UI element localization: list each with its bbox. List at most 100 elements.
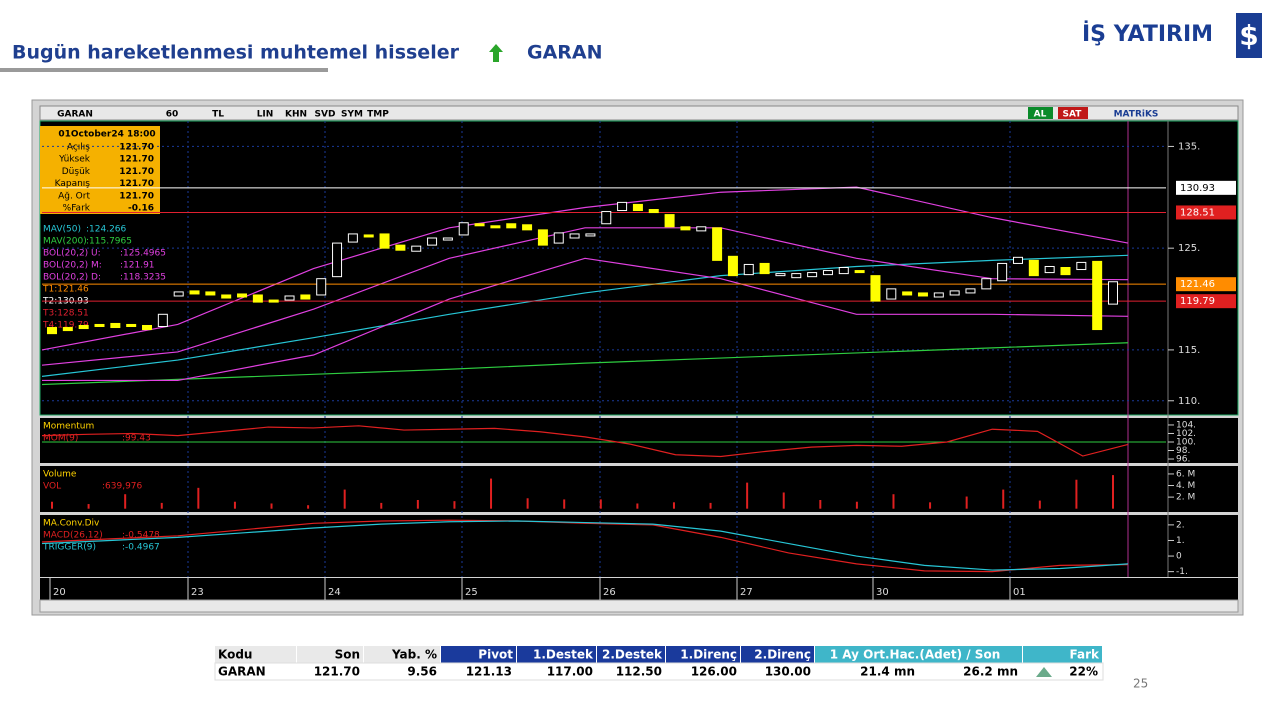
legend-value: :118.3235 [120,273,166,283]
y-tick-label: 96. [1176,455,1190,465]
indicator-line [41,425,1129,458]
legend-label: MACD(26,12) [43,531,103,541]
date-label: 27 [740,587,753,598]
info-label: Düşük [62,167,91,177]
level-legend: T3:128.51 [42,309,89,319]
candle-body [1044,265,1055,274]
legend-label: MAV(50) [43,225,81,235]
table-cell: 22% [1069,665,1098,679]
info-value: 121.70 [119,143,154,153]
table-header: 1.Destek [533,648,594,662]
candle-body [363,234,374,238]
table-cell: GARAN [218,665,266,679]
candle-body [680,226,691,231]
toolbar-item: LIN [257,110,274,120]
candle-body [490,225,501,229]
stock: GARAN [527,42,603,64]
table-header-cell [597,646,665,663]
y-tick-label: 104. [1176,420,1196,430]
candle-body [664,214,675,228]
table-header-cell [297,646,363,663]
y-tick-label: 6. M [1176,469,1195,479]
table-cell: 26.2 mn [963,665,1018,679]
title: Bugün hareketlenmesi muhtemel hisseler [12,42,460,64]
candle-body [268,299,279,303]
overlay-line [41,342,1129,386]
legend-value: :99.43 [122,434,151,444]
candle-body [933,292,944,298]
toolbar-item: GARAN [57,110,93,120]
candle-body [411,245,422,252]
table-header: 1 Ay Ort.Hac.(Adet) / Son [830,648,1001,662]
toolbar-item: SVD [315,110,336,120]
table-row [214,662,1104,681]
y-tick-label: 98. [1176,446,1190,456]
table-header: Fark [1070,648,1101,662]
candle-body [458,222,469,236]
date-label: 23 [191,587,204,598]
info-label: %Fark [63,204,91,214]
candle-body [379,233,390,249]
candle-body [822,270,833,276]
level-box [1176,294,1236,309]
legend-label: BOL(20,2) D: [43,273,101,283]
level-box-label: 119.79 [1180,296,1215,307]
candle-body [553,232,564,244]
candle-body [585,233,596,237]
legend-label: BOL(20,2) U: [43,249,101,259]
up-arrow [489,44,503,62]
candle-body [157,313,168,328]
table-header: 2.Direnç [754,648,811,662]
candle-body [648,209,659,214]
table-header-cell [1023,646,1102,663]
candle-body [617,201,628,212]
y-tick-label: 0 [1176,552,1182,562]
candle-body [1060,267,1071,276]
date-label: 25 [465,587,478,598]
level-legend: T4:119.79 [42,321,89,331]
legend-value: :639,976 [102,482,143,492]
indicator-line [41,520,1129,571]
table-cell: 21.4 mn [860,665,915,679]
level-box [1176,205,1236,220]
y-tick-label: 125. [1178,243,1200,254]
level-legend: T1:121.46 [42,285,89,295]
toolbar-item: 60 [166,110,179,120]
table-header: Pivot [478,648,513,662]
legend-label: TRIGGER(9) [42,543,96,553]
overlay-line [41,227,1129,366]
scrollbar[interactable] [39,599,1239,613]
date-label: 30 [876,587,889,598]
toolbar-item: TMP [367,110,389,120]
candle-body [917,292,928,297]
candle-body [1076,261,1087,271]
macd-panel [40,515,1238,577]
page-number: 25 [1133,677,1148,691]
candle-body [569,233,580,239]
date-label: 20 [53,587,66,598]
candle-body [189,290,200,295]
toolbar [39,105,1239,121]
table-header: Kodu [218,648,252,662]
candle-body [427,237,438,246]
toolbar-item: MATRiKS [1114,110,1159,120]
y-tick-label: 102. [1176,429,1196,439]
candle-body [1028,259,1039,277]
info-box [40,126,160,214]
indicator-line [41,519,1129,573]
legend-label: MAV(200) [43,237,87,247]
overlay-line [41,254,1129,377]
y-tick-label: 110. [1178,396,1200,407]
info-value: 121.70 [119,167,154,177]
level-box-label: 128.51 [1180,207,1215,218]
table-header-cell [215,646,296,663]
legend-value: :125.4965 [120,249,166,259]
candle-body [537,229,548,246]
candle-body [110,322,121,329]
level-box-label: 130.93 [1180,183,1215,194]
legend-value: :-0.4967 [122,543,160,553]
candle-body [1092,260,1103,331]
info-value: 121.70 [119,179,154,189]
